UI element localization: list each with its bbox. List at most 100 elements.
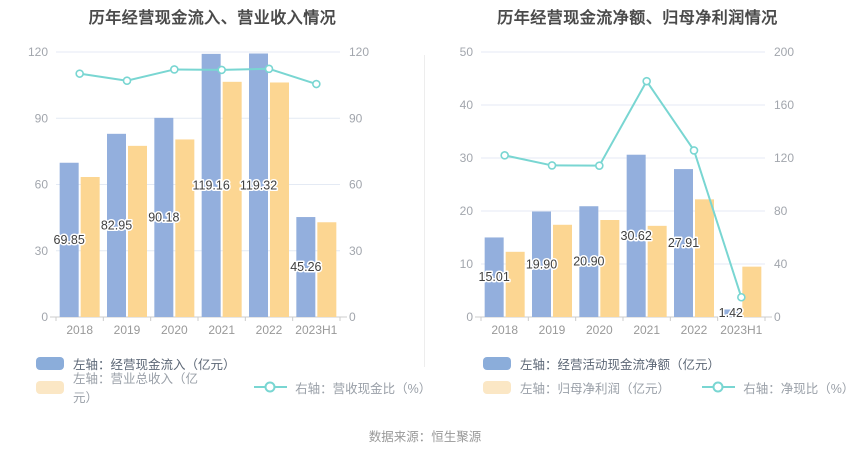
x-category-label: 2021 [208,323,235,337]
blue-bar-swatch[interactable] [483,356,511,370]
bar-blue[interactable] [532,211,551,317]
legend-item-net-cash-ratio[interactable]: 右轴：净现比（%） [743,381,850,396]
bar-blue[interactable] [674,169,693,317]
bar-orange[interactable] [600,220,620,317]
line-point[interactable] [75,69,84,78]
right-chart-legend: 左轴：经营活动现金流净额（亿元） 左轴：归母净利润（亿元） 右轴：净现比（%） [425,356,850,396]
bar-value-label: 1.42 [719,306,743,320]
bar-value-label: 82.95 [101,218,132,232]
legend-item-cash-revenue-ratio[interactable]: 右轴：营收现金比（%） [295,381,432,396]
ratio-line[interactable] [504,80,743,298]
right-axis-tick-label: 80 [774,204,788,218]
bar-blue[interactable] [201,53,221,317]
line-point[interactable] [737,292,746,302]
x-category-label: 2021 [633,323,660,337]
left-chart-plot[interactable]: 0 30 60 90 120 0 30 60 90 120 2018 2019 2020 2021 2022… [0,29,425,343]
left-axis-tick-label: 20 [460,204,474,218]
orange-bar-swatch[interactable] [483,380,511,394]
line-point[interactable] [122,76,132,86]
line-point[interactable] [642,76,651,86]
bar-blue[interactable] [626,154,646,317]
left-axis-tick-label: 40 [460,98,474,112]
bar-value-label: 90.18 [148,210,179,224]
left-axis-tick-label: 50 [460,45,474,59]
right-axis-tick-label: 0 [774,310,781,324]
bar-orange[interactable] [270,82,289,317]
line-point[interactable] [217,65,226,75]
right-axis-tick-label: 30 [349,244,363,258]
bar-blue[interactable] [484,237,504,317]
x-category-label: 2020 [161,323,188,337]
legend-row: 左轴：经营活动现金流净额（亿元） [483,356,850,372]
orange-bar-swatch[interactable] [36,380,64,394]
bar-value-label: 30.62 [621,229,652,243]
bar-blue[interactable] [721,309,741,317]
bar-orange[interactable] [647,225,667,317]
right-axis-tick-label: 160 [774,98,794,112]
bar-blue[interactable] [154,117,174,317]
bar-blue[interactable] [59,162,79,317]
right-axis-tick-label: 120 [774,151,794,165]
bar-value-label: 15.01 [479,270,510,284]
x-category-label: 2018 [491,323,518,337]
left-chart-legend: 左轴：经营现金流入（亿元） 左轴：营业总收入（亿元） 右轴：营收现金比（%） [0,356,432,405]
line-point[interactable] [500,151,509,160]
bar-orange[interactable] [175,139,195,317]
bar-orange[interactable] [128,145,147,317]
left-axis-tick-label: 60 [35,178,49,192]
x-category-label: 2023H1 [295,323,337,337]
x-category-label: 2018 [66,323,93,337]
bar-value-label: 45.26 [290,260,321,274]
bar-value-label: 119.32 [240,178,277,192]
bar-blue[interactable] [579,206,599,317]
bar-orange[interactable] [317,222,337,317]
x-category-label: 2019 [114,323,141,337]
line-point[interactable] [264,64,274,74]
bar-orange[interactable] [80,176,100,317]
left-axis-tick-label: 30 [35,244,49,258]
charts-row: 历年经营现金流入、营业收入情况 0 30 60 90 120 0 30 60 90 120 2018… [0,0,850,405]
bar-blue[interactable] [107,133,126,317]
ratio-line[interactable] [79,67,317,85]
bar-value-label: 20.90 [573,255,604,269]
right-axis-tick-label: 60 [349,178,363,192]
bar-value-label: 119.16 [193,178,230,192]
line-series-icon[interactable] [254,380,288,394]
bar-orange[interactable] [553,224,572,317]
right-chart-plot[interactable]: 0 10 20 30 40 50 0 40 80 120 160 200 2018 2019 2020 202… [425,29,850,343]
bar-blue[interactable] [249,53,268,317]
right-axis-tick-label: 90 [349,111,363,125]
line-point[interactable] [595,161,604,170]
legend-item-total-revenue[interactable]: 左轴：营业总收入（亿元） [73,372,199,405]
bar-orange[interactable] [695,199,714,317]
left-chart-title: 历年经营现金流入、营业收入情况 [88,10,337,27]
chart-divider [424,55,425,367]
right-axis-tick-label: 40 [774,257,788,271]
right-chart-title: 历年经营现金流净额、归母净利润情况 [497,10,778,27]
bar-orange[interactable] [505,251,525,317]
right-axis-tick-label: 0 [349,310,356,324]
bar-blue[interactable] [296,217,316,317]
line-series-icon[interactable] [702,380,736,394]
left-axis-tick-label: 0 [466,310,473,324]
legend-row: 左轴：归母净利润（亿元） 右轴：净现比（%） [483,380,850,396]
x-category-label: 2019 [539,323,566,337]
left-axis-tick-label: 10 [460,257,474,271]
bar-orange[interactable] [742,266,762,317]
left-axis-tick-label: 30 [460,151,474,165]
line-point[interactable] [312,79,321,89]
cash-inflow-revenue-chart: 历年经营现金流入、营业收入情况 0 30 60 90 120 0 30 60 90 120 2018… [0,0,432,405]
bar-orange[interactable] [222,81,242,317]
data-source: 数据来源：恒生聚源 [368,430,482,444]
line-point[interactable] [689,146,699,155]
line-point[interactable] [170,65,179,74]
line-point[interactable] [547,161,557,170]
legend-item-cash-inflow[interactable]: 左轴：经营现金流入（亿元） [73,357,236,372]
right-axis-tick-label: 120 [349,45,369,59]
left-axis-tick-label: 90 [35,111,49,125]
left-axis-tick-label: 0 [41,310,48,324]
legend-item-net-operating-cashflow[interactable]: 左轴：经营活动现金流净额（亿元） [520,357,721,372]
legend-item-net-profit[interactable]: 左轴：归母净利润（亿元） [520,381,671,396]
blue-bar-swatch[interactable] [36,356,64,370]
